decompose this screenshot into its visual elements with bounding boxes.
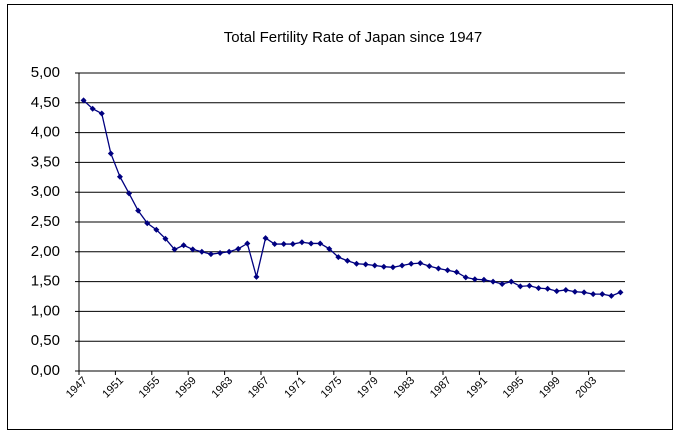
data-point xyxy=(599,291,606,298)
data-point xyxy=(435,265,442,272)
data-point xyxy=(326,245,333,252)
y-tick-label: 5,00 xyxy=(31,64,60,81)
data-point xyxy=(153,226,160,233)
data-point xyxy=(499,280,506,287)
data-point xyxy=(126,190,133,197)
data-point xyxy=(399,262,406,269)
y-tick-label: 3,50 xyxy=(31,153,60,170)
data-point xyxy=(89,105,96,112)
data-point xyxy=(98,110,105,117)
data-point xyxy=(171,246,178,253)
data-point xyxy=(207,251,214,258)
data-point xyxy=(581,289,588,296)
data-point xyxy=(217,249,224,256)
data-point xyxy=(508,278,515,285)
data-point xyxy=(480,276,487,283)
data-point xyxy=(426,263,433,270)
data-point xyxy=(462,274,469,281)
data-point xyxy=(389,264,396,271)
data-point xyxy=(253,273,260,280)
data-point xyxy=(535,285,542,292)
data-point xyxy=(571,288,578,295)
data-point xyxy=(280,241,287,248)
data-point xyxy=(453,269,460,276)
data-point xyxy=(244,240,251,247)
data-point xyxy=(116,173,123,180)
data-point xyxy=(198,248,205,255)
data-point xyxy=(617,289,624,296)
y-tick-label: 4,50 xyxy=(31,94,60,111)
y-tick-label: 0,00 xyxy=(31,362,60,379)
data-point xyxy=(517,283,524,290)
data-point xyxy=(417,260,424,267)
chart-frame xyxy=(7,4,673,430)
data-point xyxy=(380,263,387,270)
data-point xyxy=(490,278,497,285)
data-point xyxy=(408,260,415,267)
data-point xyxy=(353,260,360,267)
data-point xyxy=(298,239,305,246)
data-point xyxy=(317,240,324,247)
data-point xyxy=(226,248,233,255)
y-tick-label: 2,00 xyxy=(31,243,60,260)
data-point xyxy=(335,254,342,261)
data-point xyxy=(80,97,87,104)
chart-title: Total Fertility Rate of Japan since 1947 xyxy=(224,29,482,46)
data-point xyxy=(371,262,378,269)
y-tick-label: 1,50 xyxy=(31,273,60,290)
data-point xyxy=(162,235,169,242)
data-point xyxy=(553,288,560,295)
data-point xyxy=(344,257,351,264)
data-point xyxy=(544,285,551,292)
data-point xyxy=(144,220,151,227)
data-point xyxy=(271,241,278,248)
data-point xyxy=(189,246,196,253)
data-point xyxy=(444,267,451,274)
y-tick-label: 4,00 xyxy=(31,124,60,141)
data-point xyxy=(180,242,187,249)
y-tick-label: 2,50 xyxy=(31,213,60,230)
data-point xyxy=(135,207,142,214)
data-point xyxy=(562,286,569,293)
data-point xyxy=(526,282,533,289)
data-point xyxy=(308,240,315,247)
y-tick-label: 0,50 xyxy=(31,332,60,349)
y-tick-label: 3,00 xyxy=(31,183,60,200)
data-point xyxy=(235,245,242,252)
data-point xyxy=(262,235,269,242)
data-point xyxy=(590,291,597,298)
data-point xyxy=(471,276,478,283)
y-tick-label: 1,00 xyxy=(31,302,60,319)
data-point xyxy=(107,150,114,157)
data-point xyxy=(608,292,615,299)
data-point xyxy=(362,261,369,268)
data-point xyxy=(289,241,296,248)
